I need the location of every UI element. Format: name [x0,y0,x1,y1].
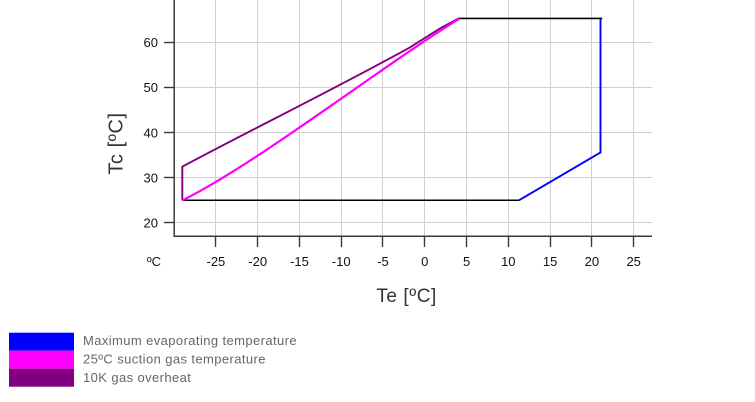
svg-text:20: 20 [144,215,158,230]
svg-text:-15: -15 [290,254,309,269]
svg-text:-5: -5 [377,254,389,269]
svg-text:0: 0 [421,254,428,269]
svg-text:ºC: ºC [147,254,161,269]
svg-text:5: 5 [463,254,470,269]
svg-text:Te [ºC]: Te [ºC] [376,286,436,307]
svg-text:-20: -20 [248,254,267,269]
svg-text:-10: -10 [332,254,351,269]
svg-text:Maximum evaporating temperatur: Maximum evaporating temperature [83,333,297,348]
svg-text:10: 10 [501,254,515,269]
svg-text:15: 15 [543,254,557,269]
svg-text:60: 60 [144,35,158,50]
svg-text:50: 50 [144,80,158,95]
svg-text:25: 25 [626,254,640,269]
svg-text:20: 20 [585,254,599,269]
svg-text:10K gas overheat: 10K gas overheat [83,370,191,385]
svg-text:-25: -25 [207,254,226,269]
svg-text:30: 30 [144,171,158,186]
svg-text:Tc [ºC]: Tc [ºC] [106,112,128,174]
svg-text:25ºC suction gas temperature: 25ºC suction gas temperature [83,351,266,366]
svg-text:40: 40 [144,125,158,140]
